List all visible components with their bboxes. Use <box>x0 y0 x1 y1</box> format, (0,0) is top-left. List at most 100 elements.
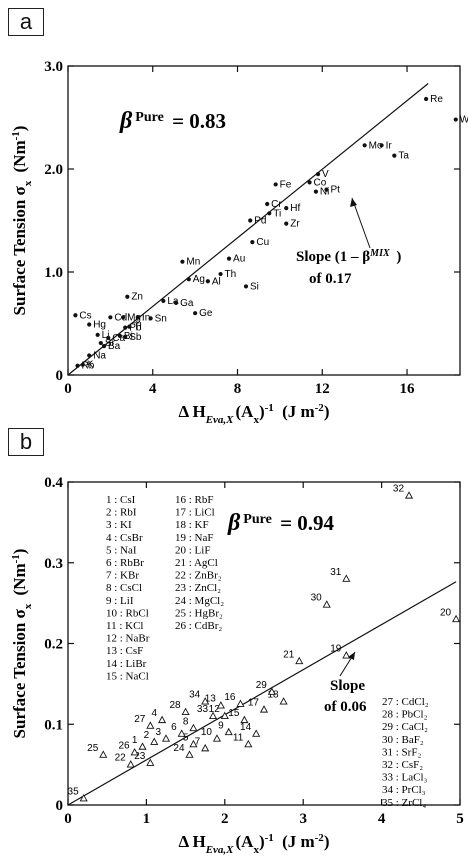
data-point <box>108 315 113 320</box>
y-tick-label: 0.2 <box>44 637 63 653</box>
x-tick-label: 5 <box>456 811 464 827</box>
beta-annotation: β Pure = 0.94 <box>227 510 335 536</box>
data-point <box>148 316 153 321</box>
point-label: Hg <box>93 320 106 331</box>
point-label: Zn <box>131 292 143 303</box>
data-point <box>177 729 186 737</box>
slope-annotation-line1: Slope (1 – βMIX ) <box>296 248 401 266</box>
point-label: 33 <box>197 704 209 715</box>
data-point <box>284 206 289 211</box>
x-tick-label: 12 <box>315 381 330 397</box>
point-label: 14 <box>240 722 252 733</box>
data-point <box>295 656 304 665</box>
slope-annotation-line2: of 0.06 <box>324 699 367 715</box>
data-point <box>259 705 269 713</box>
legend-entry: 33 : LaCl₃ <box>382 772 428 784</box>
y-tick-label: 2.0 <box>44 162 63 178</box>
data-point <box>240 715 249 724</box>
point-label: Ca <box>112 333 125 344</box>
data-point <box>220 711 229 720</box>
data-point <box>189 739 198 748</box>
data-point <box>123 325 128 330</box>
point-label: Ba <box>108 341 121 352</box>
legend-entry: 12 : NaBr <box>106 633 150 645</box>
point-label: Au <box>233 254 245 265</box>
legend-entry: 34 : PrCl₃ <box>382 784 426 796</box>
point-label: Rb <box>82 361 95 372</box>
data-point <box>181 707 190 715</box>
point-label: 23 <box>134 751 146 762</box>
data-point <box>244 739 253 748</box>
data-point <box>224 727 233 736</box>
legend-entry: 15 : NaCl <box>106 670 149 682</box>
point-label: Ni <box>320 187 329 198</box>
slope-annotation-line2: of 0.17 <box>309 271 352 287</box>
legend-entry: 4 : CsBr <box>106 532 143 544</box>
legend-entry: 23 : ZnCl₂ <box>175 582 221 594</box>
y-tick-label: 0.1 <box>44 717 63 733</box>
legend-entry: 2 : RbI <box>106 507 137 519</box>
point-label: Pd <box>254 216 266 227</box>
point-label: 9 <box>218 720 224 731</box>
point-label: In <box>142 312 150 323</box>
data-point <box>362 143 367 148</box>
y-tick-label: 1.0 <box>44 265 63 281</box>
point-label: 25 <box>87 743 99 754</box>
beta-annotation: β Pure = 0.83 <box>119 108 226 134</box>
legend-entry: 26 : CdBr₂ <box>175 620 222 632</box>
data-point <box>158 715 167 724</box>
data-point <box>87 353 92 358</box>
point-label: 15 <box>228 708 240 719</box>
point-label: Ta <box>398 151 409 162</box>
point-label: 6 <box>171 722 177 733</box>
data-point <box>125 294 130 299</box>
point-label: 24 <box>173 743 185 754</box>
legend-entry: 16 : RbF <box>175 494 214 506</box>
y-tick-label: 0.3 <box>44 556 63 572</box>
point-label: K <box>87 360 94 371</box>
slope-arrowhead <box>350 198 357 207</box>
data-point <box>98 340 103 346</box>
point-label: Co <box>314 177 327 188</box>
data-point <box>201 697 210 705</box>
y-tick-label: 0 <box>56 368 64 384</box>
data-point <box>307 180 312 185</box>
slope-annotation-line1: Slope <box>330 678 365 694</box>
x-tick-label: 1 <box>143 811 151 827</box>
legend-entry: 20 : LiF <box>175 544 210 556</box>
x-axis-label: Δ HEva,X (Ax)-1 (J m-2) <box>179 402 330 426</box>
data-point <box>186 277 191 282</box>
point-label: Fe <box>280 179 292 190</box>
legend-entry: 14 : LiBr <box>106 658 147 670</box>
data-point <box>173 300 179 305</box>
panel-a-label: a <box>8 8 44 36</box>
data-point <box>226 256 232 261</box>
x-tick-label: 4 <box>378 811 386 827</box>
legend-entry: 7 : KBr <box>106 570 139 582</box>
legend-entry: 18 : KF <box>175 519 209 531</box>
point-label: Bi <box>124 331 133 342</box>
point-label: Sn <box>155 313 167 324</box>
point-label: Tl <box>133 322 141 333</box>
point-label: Re <box>430 94 443 105</box>
data-point <box>180 259 185 264</box>
point-label: 7 <box>195 736 201 747</box>
legend-entry: 29 : CaCl₂ <box>382 721 428 733</box>
point-label: Ga <box>180 298 194 309</box>
y-tick-label: 0 <box>56 798 64 814</box>
data-point <box>315 172 321 177</box>
data-point <box>342 651 351 659</box>
data-point <box>120 315 126 320</box>
point-label: 12 <box>209 704 221 715</box>
data-point <box>73 313 78 318</box>
point-label: 27 <box>134 714 146 725</box>
point-label: 20 <box>440 607 452 618</box>
data-point <box>161 734 171 742</box>
data-point <box>126 760 135 768</box>
legend-entry: 22 : ZnBr₂ <box>175 570 222 582</box>
data-point <box>273 182 278 187</box>
legend-entry: 32 : CsF₂ <box>382 759 423 771</box>
x-tick-label: 8 <box>234 381 242 397</box>
legend-entry: 1 : CsI <box>106 494 136 506</box>
